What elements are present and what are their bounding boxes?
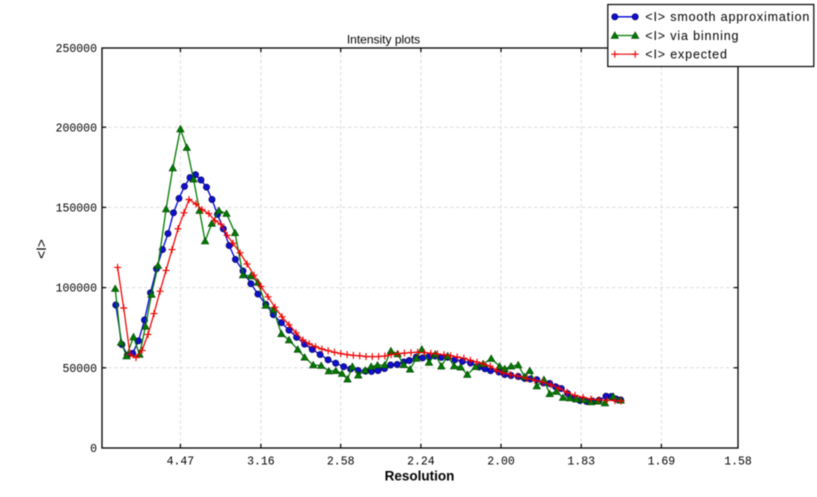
svg-text:250000: 250000 — [56, 43, 98, 56]
svg-text:3.16: 3.16 — [247, 456, 275, 469]
svg-text:1.83: 1.83 — [567, 456, 595, 469]
svg-text:100000: 100000 — [56, 283, 98, 296]
svg-text:150000: 150000 — [56, 203, 98, 216]
svg-text:Intensity plots: Intensity plots — [347, 33, 420, 47]
svg-text:2.24: 2.24 — [407, 456, 435, 469]
svg-text:2.00: 2.00 — [487, 456, 515, 469]
svg-text:Resolution: Resolution — [385, 469, 455, 484]
svg-text:1.58: 1.58 — [724, 456, 752, 469]
svg-text:50000: 50000 — [62, 363, 97, 376]
svg-text:1.69: 1.69 — [648, 456, 676, 469]
svg-text:4.47: 4.47 — [167, 456, 195, 469]
svg-text:0: 0 — [90, 443, 97, 456]
svg-text:<I>: <I> — [34, 239, 49, 259]
svg-text:200000: 200000 — [56, 122, 98, 135]
svg-text:2.58: 2.58 — [327, 456, 355, 469]
svg-text:<I> expected: <I> expected — [645, 48, 727, 62]
svg-text:<I> via binning: <I> via binning — [645, 29, 739, 43]
svg-text:<I> smooth approximation: <I> smooth approximation — [645, 10, 810, 24]
